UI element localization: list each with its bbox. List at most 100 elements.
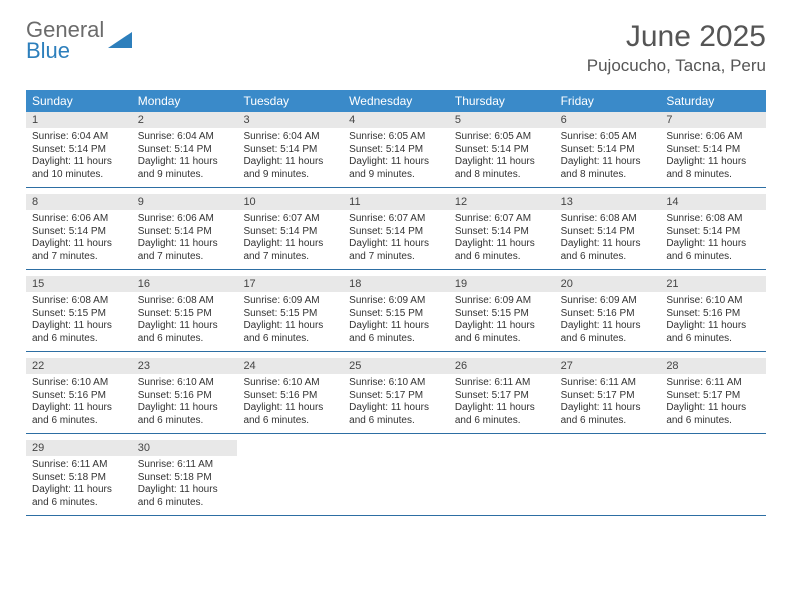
sunset-line: Sunset: 5:17 PM <box>455 390 549 403</box>
daylight-line: Daylight: 11 hours and 8 minutes. <box>561 156 655 181</box>
day-number: 15 <box>26 276 132 292</box>
week-row: 1Sunrise: 6:04 AMSunset: 5:14 PMDaylight… <box>26 112 766 188</box>
sunset-line: Sunset: 5:18 PM <box>138 472 232 485</box>
day-number: 6 <box>555 112 661 128</box>
day-details: Sunrise: 6:11 AMSunset: 5:18 PMDaylight:… <box>132 456 238 515</box>
sunrise-line: Sunrise: 6:11 AM <box>138 459 232 472</box>
daylight-line: Daylight: 11 hours and 9 minutes. <box>349 156 443 181</box>
day-cell <box>343 440 449 515</box>
day-cell: 25Sunrise: 6:10 AMSunset: 5:17 PMDayligh… <box>343 358 449 433</box>
title-block: June 2025 Pujocucho, Tacna, Peru <box>587 20 766 76</box>
day-cell: 26Sunrise: 6:11 AMSunset: 5:17 PMDayligh… <box>449 358 555 433</box>
weekday-header-row: SundayMondayTuesdayWednesdayThursdayFrid… <box>26 90 766 112</box>
day-cell: 15Sunrise: 6:08 AMSunset: 5:15 PMDayligh… <box>26 276 132 351</box>
daylight-line: Daylight: 11 hours and 6 minutes. <box>349 402 443 427</box>
month-title: June 2025 <box>587 20 766 54</box>
logo-text: General Blue <box>26 20 104 62</box>
sunrise-line: Sunrise: 6:04 AM <box>32 131 126 144</box>
day-details: Sunrise: 6:08 AMSunset: 5:14 PMDaylight:… <box>555 210 661 269</box>
sunset-line: Sunset: 5:14 PM <box>666 226 760 239</box>
sunrise-line: Sunrise: 6:05 AM <box>561 131 655 144</box>
day-details: Sunrise: 6:10 AMSunset: 5:16 PMDaylight:… <box>132 374 238 433</box>
sunrise-line: Sunrise: 6:10 AM <box>243 377 337 390</box>
sunrise-line: Sunrise: 6:06 AM <box>32 213 126 226</box>
daylight-line: Daylight: 11 hours and 6 minutes. <box>138 402 232 427</box>
day-cell <box>555 440 661 515</box>
day-number: 12 <box>449 194 555 210</box>
daylight-line: Daylight: 11 hours and 10 minutes. <box>32 156 126 181</box>
sunrise-line: Sunrise: 6:09 AM <box>455 295 549 308</box>
day-cell: 10 Sunrise: 6:07 AMSunset: 5:14 PMDayligh… <box>237 194 343 269</box>
weekday-header: Thursday <box>449 90 555 112</box>
sunrise-line: Sunrise: 6:07 AM <box>349 213 443 226</box>
sunset-line: Sunset: 5:14 PM <box>666 144 760 157</box>
sunrise-line: Sunrise: 6:08 AM <box>32 295 126 308</box>
sunrise-line: Sunrise: 6:06 AM <box>666 131 760 144</box>
sunrise-line: Sunrise: 6:07 AM <box>243 213 337 226</box>
daylight-line: Daylight: 11 hours and 6 minutes. <box>455 402 549 427</box>
daylight-line: Daylight: 11 hours and 6 minutes. <box>561 238 655 263</box>
daylight-line: Daylight: 11 hours and 6 minutes. <box>666 402 760 427</box>
day-number: 9 <box>132 194 238 210</box>
week-row: 8Sunrise: 6:06 AMSunset: 5:14 PMDaylight… <box>26 194 766 270</box>
sunrise-line: Sunrise: 6:05 AM <box>349 131 443 144</box>
day-number: 16 <box>132 276 238 292</box>
sunrise-line: Sunrise: 6:10 AM <box>666 295 760 308</box>
sunset-line: Sunset: 5:14 PM <box>32 226 126 239</box>
day-cell: 30Sunrise: 6:11 AMSunset: 5:18 PMDayligh… <box>132 440 238 515</box>
daylight-line: Daylight: 11 hours and 7 minutes. <box>32 238 126 263</box>
day-number: 17 <box>237 276 343 292</box>
day-details: Sunrise: 6:11 AMSunset: 5:17 PMDaylight:… <box>449 374 555 433</box>
day-details: Sunrise: 6:04 AMSunset: 5:14 PMDaylight:… <box>237 128 343 187</box>
daylight-line: Daylight: 11 hours and 6 minutes. <box>32 402 126 427</box>
logo-word-blue: Blue <box>26 41 104 62</box>
day-details: Sunrise: 6:10 AMSunset: 5:16 PMDaylight:… <box>237 374 343 433</box>
sunrise-line: Sunrise: 6:11 AM <box>561 377 655 390</box>
sunrise-line: Sunrise: 6:08 AM <box>138 295 232 308</box>
sunrise-line: Sunrise: 6:10 AM <box>138 377 232 390</box>
week-row: 22Sunrise: 6:10 AMSunset: 5:16 PMDayligh… <box>26 358 766 434</box>
sunset-line: Sunset: 5:14 PM <box>455 226 549 239</box>
daylight-line: Daylight: 11 hours and 6 minutes. <box>138 320 232 345</box>
day-details: Sunrise: 6:08 AMSunset: 5:14 PMDaylight:… <box>660 210 766 269</box>
logo: General Blue <box>26 20 134 62</box>
day-cell: 7Sunrise: 6:06 AMSunset: 5:14 PMDaylight… <box>660 112 766 187</box>
day-number: 20 <box>555 276 661 292</box>
day-number: 1 <box>26 112 132 128</box>
sunset-line: Sunset: 5:17 PM <box>349 390 443 403</box>
weekday-header: Monday <box>132 90 238 112</box>
day-cell: 2Sunrise: 6:04 AMSunset: 5:14 PMDaylight… <box>132 112 238 187</box>
day-cell: 23Sunrise: 6:10 AMSunset: 5:16 PMDayligh… <box>132 358 238 433</box>
day-details: Sunrise: 6:11 AMSunset: 5:17 PMDaylight:… <box>660 374 766 433</box>
day-number: 27 <box>555 358 661 374</box>
week-row: 15Sunrise: 6:08 AMSunset: 5:15 PMDayligh… <box>26 276 766 352</box>
daylight-line: Daylight: 11 hours and 7 minutes. <box>349 238 443 263</box>
daylight-line: Daylight: 11 hours and 7 minutes. <box>243 238 337 263</box>
daylight-line: Daylight: 11 hours and 6 minutes. <box>32 484 126 509</box>
day-number: 30 <box>132 440 238 456</box>
day-details: Sunrise: 6:11 AMSunset: 5:17 PMDaylight:… <box>555 374 661 433</box>
day-details: Sunrise: 6:09 AMSunset: 5:16 PMDaylight:… <box>555 292 661 351</box>
day-number: 10 <box>237 194 343 210</box>
day-details: Sunrise: 6:07 AMSunset: 5:14 PMDaylight:… <box>449 210 555 269</box>
daylight-line: Daylight: 11 hours and 9 minutes. <box>138 156 232 181</box>
week-row: 29Sunrise: 6:11 AMSunset: 5:18 PMDayligh… <box>26 440 766 516</box>
sunset-line: Sunset: 5:16 PM <box>32 390 126 403</box>
sunrise-line: Sunrise: 6:04 AM <box>243 131 337 144</box>
sunset-line: Sunset: 5:15 PM <box>138 308 232 321</box>
day-cell: 13Sunrise: 6:08 AMSunset: 5:14 PMDayligh… <box>555 194 661 269</box>
day-details: Sunrise: 6:06 AMSunset: 5:14 PMDaylight:… <box>660 128 766 187</box>
sunrise-line: Sunrise: 6:07 AM <box>455 213 549 226</box>
daylight-line: Daylight: 11 hours and 6 minutes. <box>561 320 655 345</box>
day-details: Sunrise: 6:08 AMSunset: 5:15 PMDaylight:… <box>26 292 132 351</box>
logo-sail-icon <box>106 30 134 52</box>
day-number: 22 <box>26 358 132 374</box>
sunset-line: Sunset: 5:14 PM <box>349 144 443 157</box>
daylight-line: Daylight: 11 hours and 8 minutes. <box>666 156 760 181</box>
sunset-line: Sunset: 5:14 PM <box>243 226 337 239</box>
day-cell: 9Sunrise: 6:06 AMSunset: 5:14 PMDaylight… <box>132 194 238 269</box>
sunrise-line: Sunrise: 6:09 AM <box>349 295 443 308</box>
sunset-line: Sunset: 5:17 PM <box>561 390 655 403</box>
day-cell: 19Sunrise: 6:09 AMSunset: 5:15 PMDayligh… <box>449 276 555 351</box>
sunset-line: Sunset: 5:15 PM <box>32 308 126 321</box>
